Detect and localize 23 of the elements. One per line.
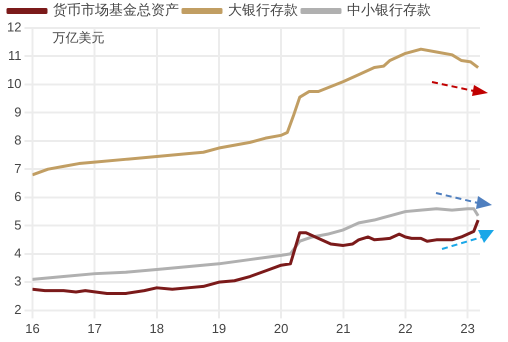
y-tick-label: 6 (14, 189, 22, 204)
x-tick-label: 20 (274, 320, 288, 336)
legend-label: 中小银行存款 (347, 2, 431, 19)
x-tick-label: 23 (460, 320, 475, 336)
y-tick-label: 10 (6, 76, 22, 92)
y-tick-label: 11 (8, 48, 22, 63)
y-axis-title: 万亿美元 (52, 30, 104, 46)
y-tick-label: 4 (14, 246, 22, 260)
y-tick-label: 12 (6, 20, 22, 35)
y-tick-label: 2 (14, 302, 22, 317)
legend-label: 货币市场基金总资产 (53, 2, 179, 19)
x-tick-label: 22 (398, 320, 413, 336)
y-tick-label: 5 (14, 217, 22, 232)
x-tick-label: 18 (150, 320, 164, 336)
x-tick-label: 21 (336, 320, 350, 336)
y-tick-label: 9 (14, 104, 22, 120)
y-tick-label: 3 (14, 274, 22, 289)
x-tick-label: 16 (25, 320, 40, 336)
y-tick-label: 8 (14, 132, 22, 148)
legend-label: 大银行存款 (228, 2, 298, 19)
x-tick-label: 17 (87, 320, 102, 336)
y-tick-label: 7 (14, 160, 22, 176)
x-tick-label: 19 (212, 320, 226, 336)
